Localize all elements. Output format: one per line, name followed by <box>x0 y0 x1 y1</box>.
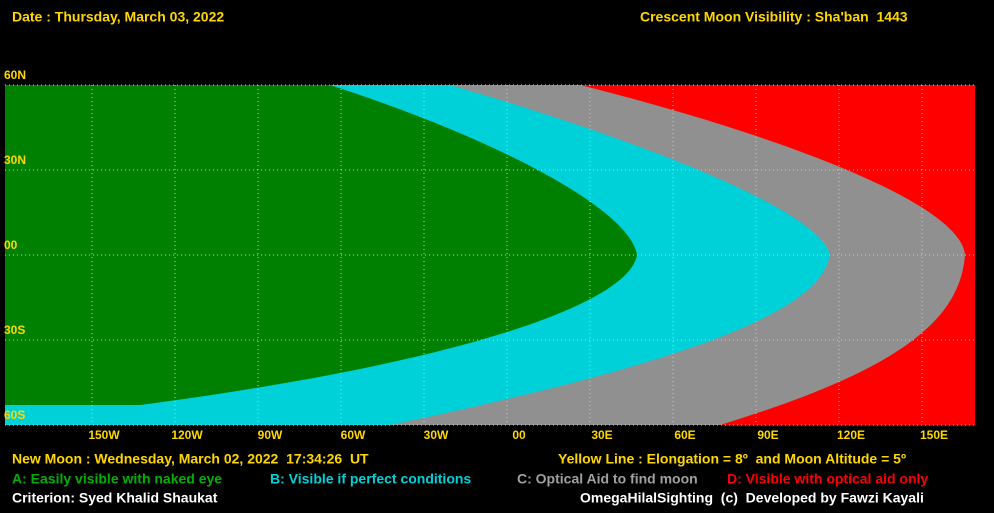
lon-label: 90E <box>757 428 778 442</box>
date: Date : Thursday, March 03, 2022 <box>12 9 224 25</box>
lat-label: 00 <box>4 238 18 252</box>
lon-label: 120W <box>171 428 203 442</box>
lon-label: 60E <box>674 428 695 442</box>
lon-label: 120E <box>837 428 865 442</box>
lon-label: 30W <box>424 428 449 442</box>
legend-c: C: Optical Aid to find moon <box>517 471 698 487</box>
lon-label: 60W <box>341 428 366 442</box>
grid <box>5 84 975 426</box>
legend-b: B: Visible if perfect conditions <box>270 471 471 487</box>
zone-a <box>5 85 637 405</box>
legend-a: A: Easily visible with naked eye <box>12 471 222 487</box>
lat-label: 60S <box>4 408 25 422</box>
lon-label: 00 <box>512 428 526 442</box>
lon-label: 150E <box>920 428 948 442</box>
new-moon: New Moon : Wednesday, March 02, 2022 17:… <box>12 451 369 467</box>
lat-label: 30S <box>4 323 25 337</box>
title: Crescent Moon Visibility : Sha'ban 1443 <box>640 9 908 25</box>
legend-d: D: Visible with optical aid only <box>727 471 928 487</box>
criterion: Criterion: Syed Khalid Shaukat <box>12 490 218 506</box>
lat-label: 60N <box>4 68 26 82</box>
credit: OmegaHilalSighting (c) Developed by Fawz… <box>580 490 924 506</box>
lon-label: 90W <box>258 428 283 442</box>
lat-label: 30N <box>4 153 26 167</box>
lon-label: 150W <box>88 428 120 442</box>
yellow-line-note: Yellow Line : Elongation = 8º and Moon A… <box>558 451 906 467</box>
lon-label: 30E <box>591 428 612 442</box>
